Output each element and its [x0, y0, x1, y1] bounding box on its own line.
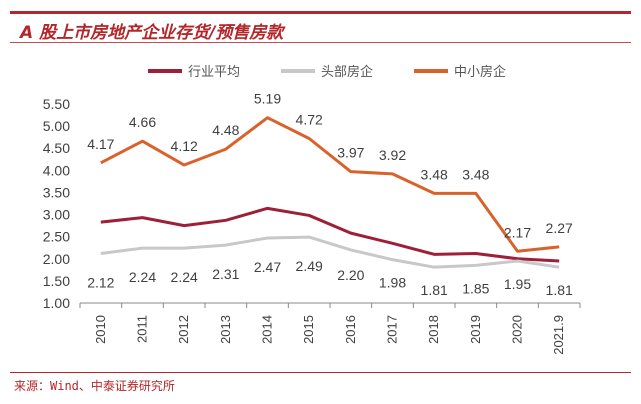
y-tick-label: 3.00: [43, 207, 70, 223]
data-label: 2.12: [87, 274, 114, 290]
x-tick-label: 2013: [218, 315, 233, 344]
y-tick-label: 1.00: [43, 295, 70, 311]
y-tick-label: 5.00: [43, 118, 70, 134]
data-label: 1.81: [546, 282, 573, 298]
x-tick-label: 2010: [93, 315, 108, 344]
legend-label-1: 行业平均: [188, 64, 240, 79]
x-tick-label: 2015: [301, 315, 316, 344]
legend-label-3: 中小房企: [454, 64, 506, 79]
x-tick-label: 2011: [135, 315, 150, 343]
series-line-1: [100, 206, 560, 263]
y-tick-label: 4.50: [43, 140, 70, 156]
data-label: 2.27: [546, 220, 573, 236]
y-tick-label: 3.50: [43, 184, 70, 200]
data-label: 4.66: [129, 114, 156, 130]
series-line-2: [100, 235, 560, 269]
top-rule: [10, 11, 631, 14]
data-label: 1.95: [504, 276, 531, 292]
chart-title: A 股上市房地产企业存货/预售房款: [20, 23, 284, 43]
y-tick-label: 1.50: [43, 273, 70, 289]
data-label: 2.24: [129, 269, 156, 285]
data-label: 2.17: [504, 224, 531, 240]
data-label: 2.49: [296, 258, 323, 274]
x-tick-label: 2018: [426, 315, 441, 344]
data-label: 4.72: [296, 111, 323, 127]
data-label: 2.31: [212, 266, 239, 282]
data-label: 3.92: [379, 147, 406, 163]
y-tick-label: 2.00: [43, 251, 70, 267]
data-label: 4.48: [212, 122, 239, 138]
data-label: 3.97: [337, 145, 364, 161]
y-tick-label: 2.50: [43, 229, 70, 245]
data-label: 1.81: [421, 282, 448, 298]
x-tick-label: 2019: [468, 315, 483, 344]
y-tick-label: 5.50: [43, 96, 70, 112]
title-rule: [10, 42, 631, 43]
series-line-3: [100, 116, 560, 253]
x-tick-label: 2017: [385, 315, 400, 344]
data-label: 2.24: [171, 269, 198, 285]
source-rule: [10, 372, 631, 373]
x-tick-label: 2020: [510, 315, 525, 344]
data-label: 3.48: [421, 166, 448, 182]
x-tick-label: 2012: [176, 315, 191, 344]
data-label: 3.48: [462, 166, 489, 182]
x-tick-label: 2016: [343, 315, 358, 344]
data-label: 4.17: [87, 136, 114, 152]
legend-label-2: 头部房企: [321, 64, 373, 79]
data-label: 1.98: [379, 275, 406, 291]
y-tick-label: 4.00: [43, 162, 70, 178]
data-label: 2.20: [337, 267, 364, 283]
data-label: 4.12: [171, 138, 198, 154]
x-tick-label: 2021.9: [551, 315, 566, 355]
source-note: 来源：Wind、中泰证券研究所: [14, 379, 175, 393]
data-label: 5.19: [254, 91, 281, 107]
data-label: 2.47: [254, 259, 281, 275]
x-tick-label: 2014: [260, 315, 275, 344]
data-label: 1.85: [462, 280, 489, 296]
